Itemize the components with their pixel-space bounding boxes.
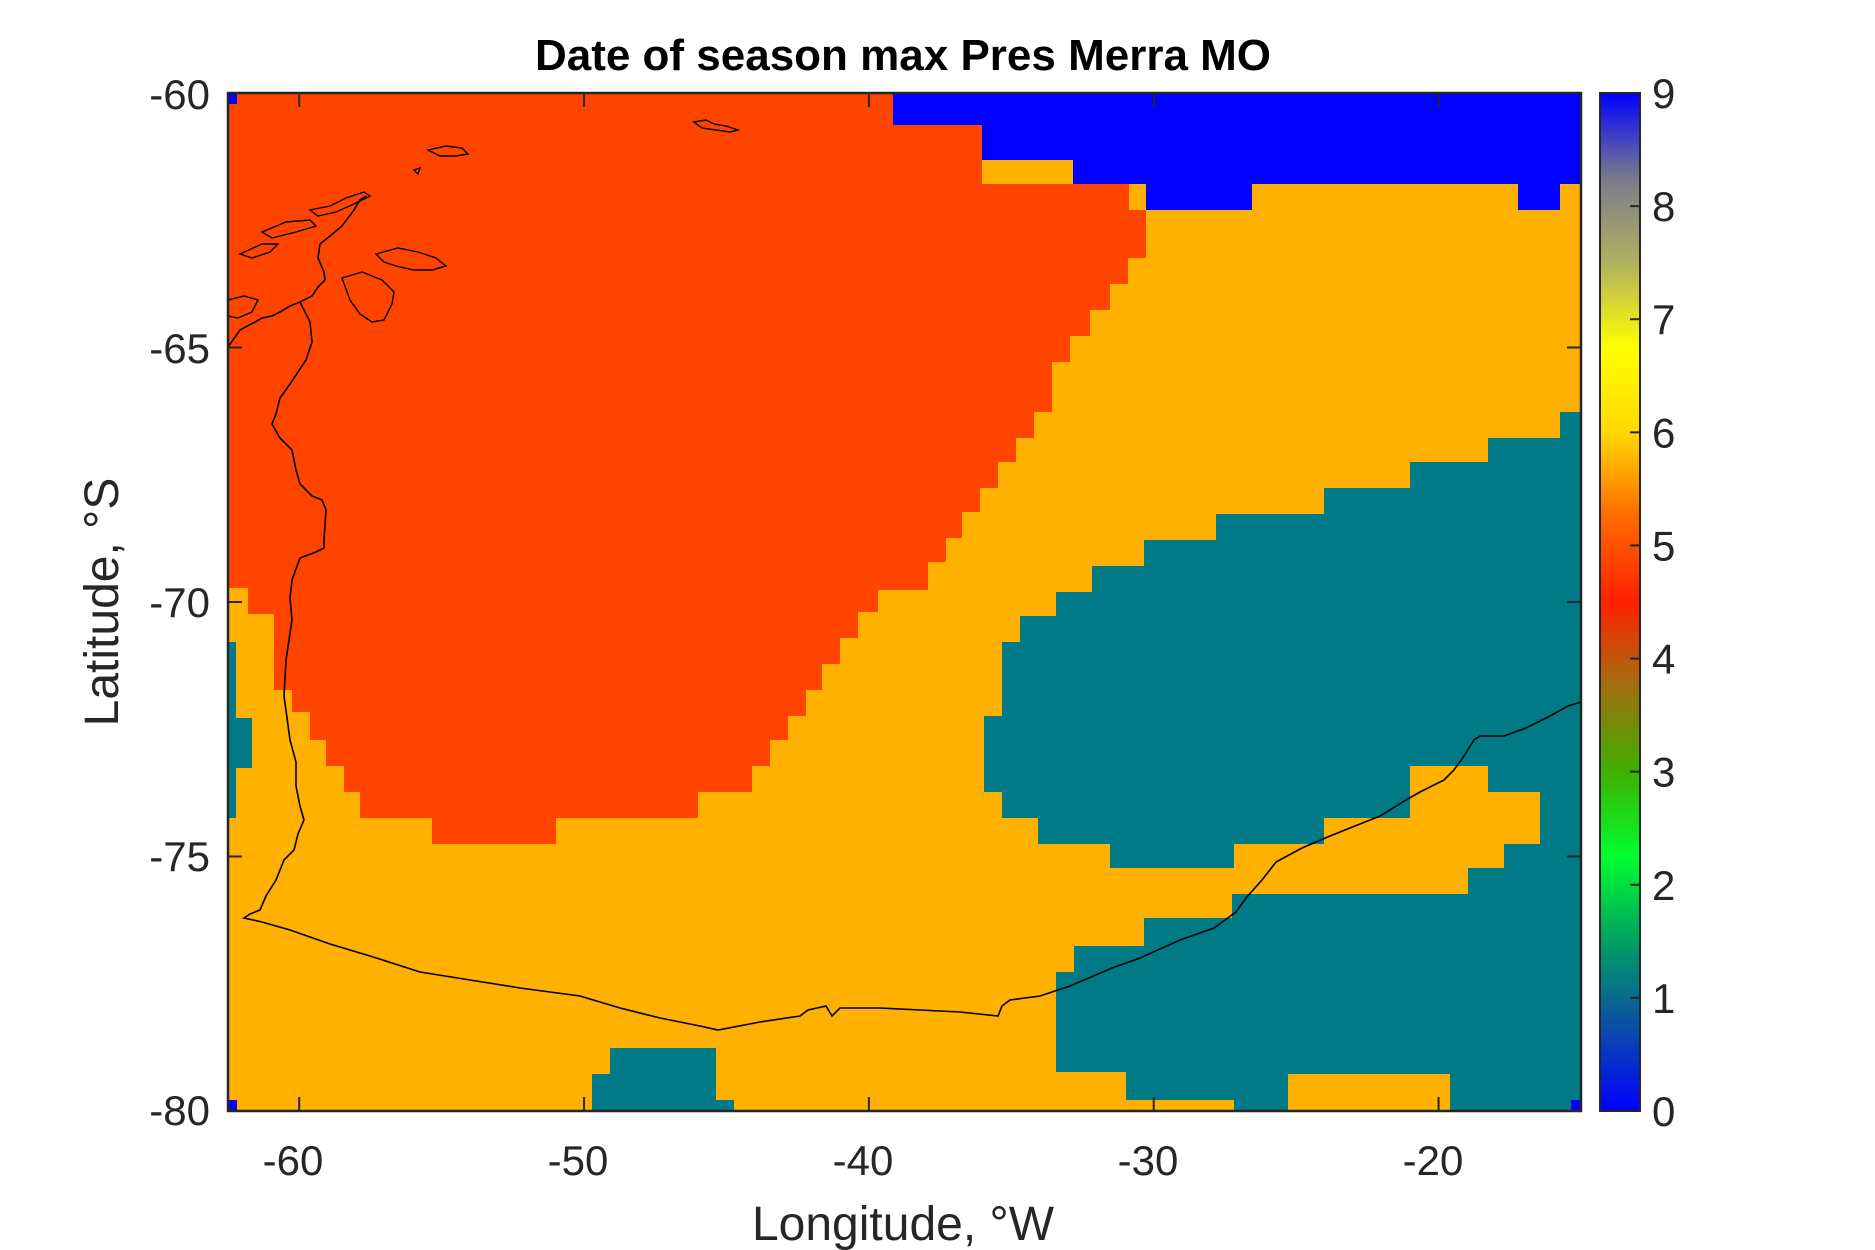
colorbar-tick-label: 9: [1652, 70, 1675, 117]
y-tick-label: -60: [149, 71, 210, 118]
region-teal-south: [592, 1048, 734, 1111]
y-tick-label: -75: [149, 833, 210, 880]
plot-area: [226, 91, 1583, 1113]
region-teal-east: [984, 412, 1581, 1111]
x-tick-label: -50: [548, 1137, 609, 1184]
colorbar-gradient: [1599, 92, 1641, 1112]
x-tick-labels: -60 -50 -40 -30 -20: [263, 1137, 1464, 1184]
colorbar-tick-label: 3: [1652, 749, 1675, 796]
coastline: [227, 195, 1582, 1031]
y-axis-label: Latitude, °S: [76, 478, 129, 727]
colorbar-tick-label: 7: [1652, 296, 1675, 343]
colorbar-tick-label: 8: [1652, 183, 1675, 230]
region-blue: [893, 93, 1581, 210]
y-tick-labels: -60 -65 -70 -75 -80: [149, 71, 210, 1134]
x-tick-label: -40: [833, 1137, 894, 1184]
region-teal-west: [228, 642, 252, 818]
colorbar-tick-label: 6: [1652, 409, 1675, 456]
colorbar-tick-label: 0: [1652, 1088, 1675, 1135]
colorbar-ticks: 0 1 2 3 4 5 6 7 8 9: [1630, 70, 1675, 1135]
x-tick-label: -30: [1118, 1137, 1179, 1184]
region-blue-corner-se: [1571, 1100, 1581, 1111]
x-tick-label: -60: [263, 1137, 324, 1184]
colorbar-tick-label: 4: [1652, 636, 1675, 683]
x-axis-label: Longitude, °W: [752, 1198, 1055, 1250]
x-tick-label: -20: [1403, 1137, 1464, 1184]
colorbar-tick-label: 2: [1652, 862, 1675, 909]
region-blue-corner-nw: [228, 93, 237, 104]
y-tick-label: -70: [149, 579, 210, 626]
y-tick-label: -80: [149, 1087, 210, 1134]
colorbar-tick-label: 5: [1652, 522, 1675, 569]
colorbar: 0 1 2 3 4 5 6 7 8 9: [1599, 70, 1675, 1135]
colorbar-tick-label: 1: [1652, 975, 1675, 1022]
region-red: [228, 93, 1146, 844]
y-tick-label: -65: [149, 325, 210, 372]
axis-tick-marks: [228, 92, 1581, 1112]
islands: [227, 119, 741, 323]
region-blue-corner-sw: [228, 1100, 237, 1111]
chart-title: Date of season max Pres Merra MO: [535, 31, 1271, 80]
